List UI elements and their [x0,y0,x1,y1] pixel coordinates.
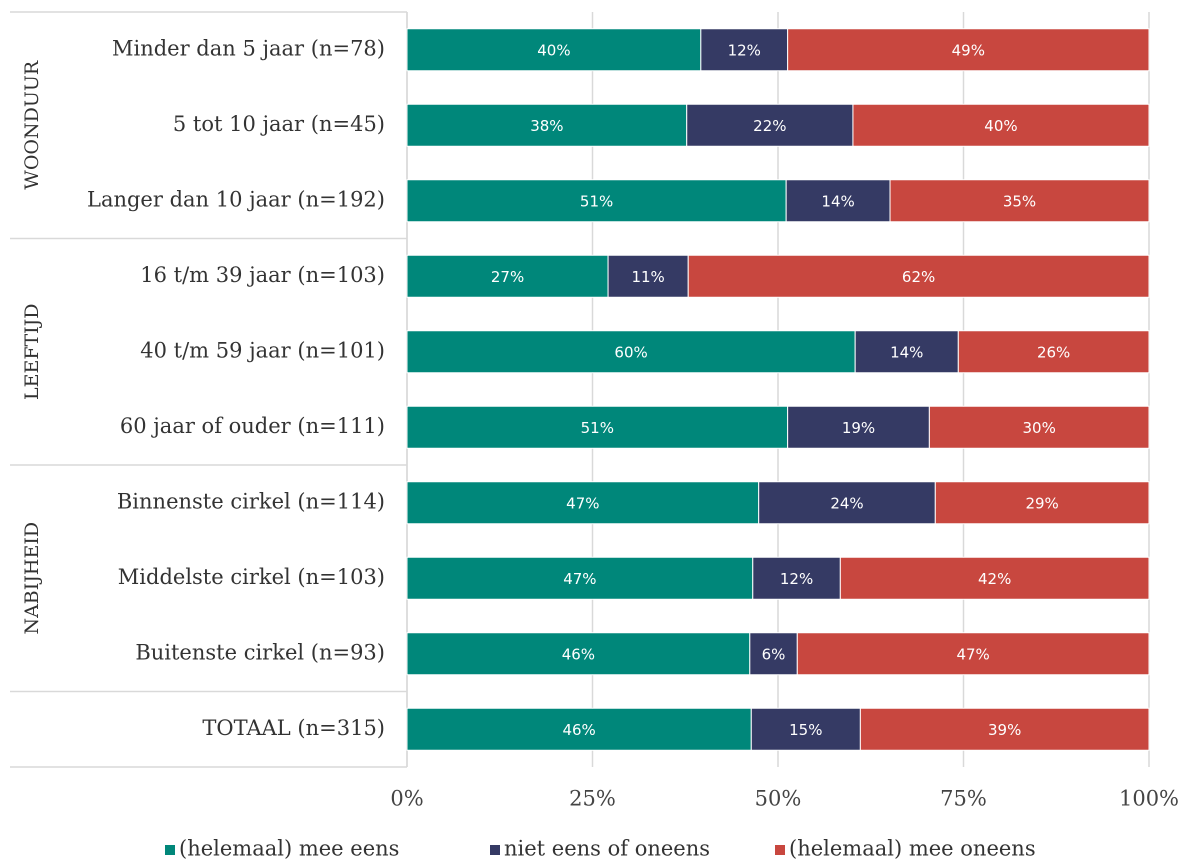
value-label: 60% [614,343,647,361]
value-label: 42% [978,570,1011,588]
value-label: 14% [821,192,854,210]
legend-label: niet eens of oneens [504,837,710,861]
value-label: 11% [631,268,664,286]
group-label: LEEFTIJD [21,303,43,400]
value-label: 47% [956,645,989,663]
value-label: 12% [728,41,761,59]
value-label: 49% [952,41,985,59]
value-label: 30% [1023,419,1056,437]
bar-segment [750,707,861,751]
value-label: 51% [581,419,614,437]
bar-segment [406,405,789,449]
legend-swatch [775,845,785,855]
legend-label: (helemaal) mee eens [179,837,399,861]
y-tick-label: Langer dan 10 jaar (n=192) [87,187,385,211]
bar-segment [406,632,751,676]
value-label: 39% [988,721,1021,739]
y-tick-label: 16 t/m 39 jaar (n=103) [140,263,385,287]
bar-segment [957,330,1150,374]
y-tick-label: Binnenste cirkel (n=114) [117,489,385,513]
y-tick-label: 40 t/m 59 jaar (n=101) [140,338,385,362]
bar-segment [406,179,787,223]
group-label: WOONDUUR [21,60,43,190]
y-tick-label: 60 jaar of ouder (n=111) [120,414,385,438]
bar-segment [796,632,1150,676]
bar-segment [686,103,854,147]
value-label: 22% [753,117,786,135]
legend-swatch [490,845,500,855]
value-label: 62% [902,268,935,286]
value-label: 6% [762,645,786,663]
y-tick-label: 5 tot 10 jaar (n=45) [173,112,385,136]
legend-label: (helemaal) mee oneens [789,837,1036,861]
bar-segment [859,707,1150,751]
value-label: 12% [780,570,813,588]
bar-segment [889,179,1150,223]
value-label: 46% [562,645,595,663]
value-label: 35% [1003,192,1036,210]
value-label: 19% [842,419,875,437]
value-label: 29% [1025,494,1058,512]
value-label: 40% [537,41,570,59]
value-label: 38% [530,117,563,135]
bar-segment [928,405,1150,449]
bar-segment [687,254,1150,298]
value-label: 27% [491,268,524,286]
bar-segment [406,254,609,298]
bar-segment [406,556,754,600]
y-tick-label: Buitenste cirkel (n=93) [135,640,385,664]
bar-segment [839,556,1150,600]
bar-segment [607,254,689,298]
value-label: 47% [563,570,596,588]
group-label: NABIJHEID [21,522,43,635]
bar-segment [406,28,702,72]
y-tick-label: Middelste cirkel (n=103) [118,565,385,589]
bar-segment [854,330,959,374]
bar-segment [787,28,1150,72]
value-label: 15% [789,721,822,739]
x-tick-label: 100% [1119,787,1179,811]
bar-segment [752,556,841,600]
bar-segment [758,481,936,525]
bar-segment [934,481,1150,525]
value-label: 47% [566,494,599,512]
bar-segment [852,103,1150,147]
x-tick-label: 75% [940,787,987,811]
y-tick-label: Minder dan 5 jaar (n=78) [112,36,385,60]
value-label: 14% [890,343,923,361]
bar-segment [406,103,688,147]
value-label: 24% [830,494,863,512]
bar-segment [406,330,856,374]
bar-segment [749,632,798,676]
bar-segment [787,405,930,449]
value-label: 40% [984,117,1017,135]
value-label: 46% [562,721,595,739]
legend-swatch [165,845,175,855]
bar-segment [406,481,760,525]
value-label: 26% [1037,343,1070,361]
y-tick-label: TOTAAL (n=315) [202,716,385,740]
x-tick-label: 50% [755,787,802,811]
x-tick-label: 0% [390,787,423,811]
bar-segment [700,28,789,72]
x-tick-label: 25% [569,787,616,811]
value-label: 51% [580,192,613,210]
